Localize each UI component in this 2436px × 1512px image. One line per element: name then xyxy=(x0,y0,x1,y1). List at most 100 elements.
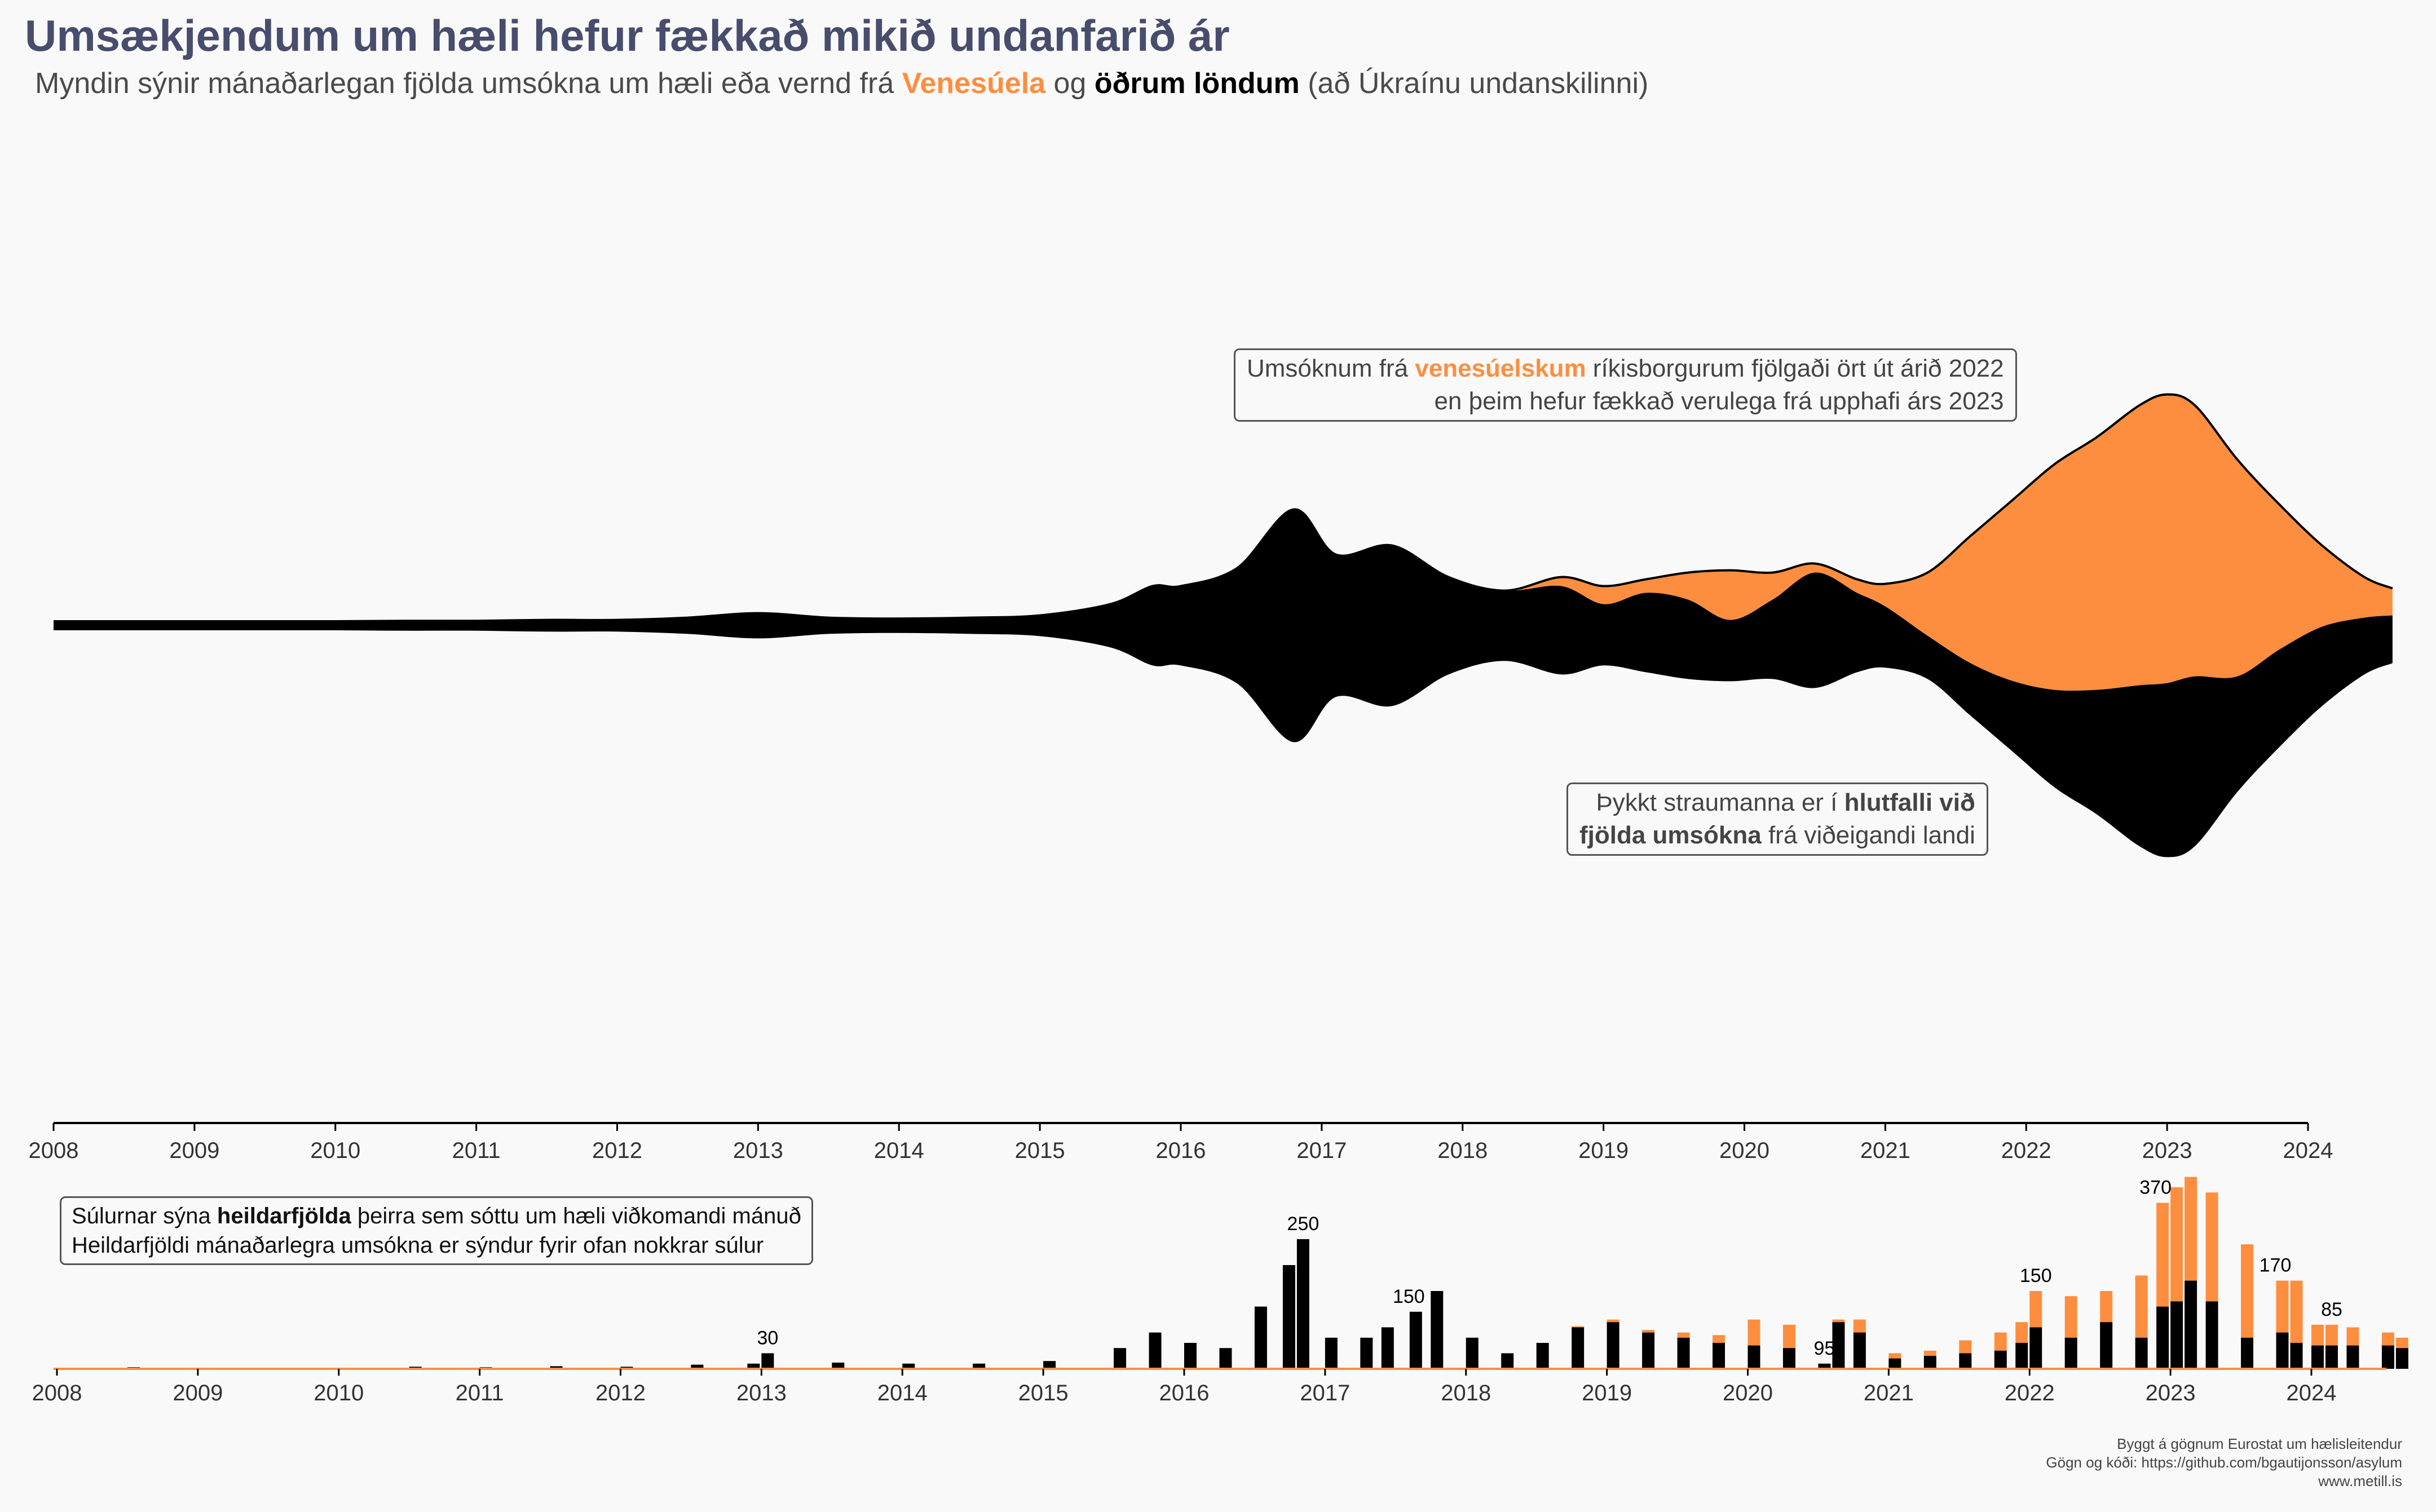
bar-others xyxy=(1501,1353,1514,1369)
bar-tick-label: 2020 xyxy=(1723,1381,1773,1405)
annotation-venezuela: Umsóknum frá venesúelskum ríkisborgurum … xyxy=(1234,348,2017,422)
streamgraph xyxy=(54,393,2393,857)
note1-prefix: Umsóknum frá xyxy=(1247,355,1415,382)
note3-line2: Heildarfjöldi mánaðarlegra umsókna er sý… xyxy=(72,1233,764,1258)
bar-others xyxy=(2276,1332,2289,1369)
bar-others xyxy=(1466,1337,1479,1369)
bar-others xyxy=(832,1362,845,1369)
bar-value-label: 85 xyxy=(2321,1299,2342,1320)
bar-venezuela xyxy=(2029,1291,2042,1328)
bar-venezuela xyxy=(1994,1332,2007,1351)
bar-others xyxy=(973,1363,986,1369)
bar-venezuela xyxy=(2135,1275,2148,1338)
stream-x-axis: 2008 2009 2010 2011 2012 2013 2014 2015 2016 2017… xyxy=(29,1122,2333,1163)
subtitle-others: öðrum löndum xyxy=(1094,67,1300,100)
bar-venezuela xyxy=(1677,1332,1690,1338)
note2-bold2: fjölda umsókna xyxy=(1579,821,1762,849)
bar-tick-label: 2011 xyxy=(456,1381,504,1405)
stream-tick-label: 2008 xyxy=(29,1138,79,1163)
stream-tick-label: 2010 xyxy=(310,1138,360,1163)
bar-others xyxy=(747,1363,760,1369)
stream-tick-label: 2013 xyxy=(733,1138,783,1163)
bar-venezuela xyxy=(1642,1330,1655,1333)
bar-others xyxy=(2029,1327,2042,1369)
stream-tick-label: 2017 xyxy=(1296,1138,1347,1163)
bar-tick-label: 2010 xyxy=(314,1381,364,1405)
bar-others xyxy=(2290,1343,2303,1369)
note3-prefix: Súlurnar sýna xyxy=(72,1204,217,1228)
bar-others xyxy=(902,1363,915,1369)
bar-venezuela xyxy=(1607,1319,1619,1323)
bar-others xyxy=(2346,1345,2359,1369)
stream-tick-label: 2022 xyxy=(2001,1138,2051,1163)
note1-highlight: venesúelskum xyxy=(1415,355,1586,382)
caption-line2: Gögn og kóði: https://github.com/bgautij… xyxy=(2046,1454,2402,1471)
bar-venezuela xyxy=(2100,1291,2113,1323)
bar-tick-label: 2009 xyxy=(173,1381,223,1405)
bar-others xyxy=(2325,1345,2338,1369)
stream-outline xyxy=(54,393,2393,623)
bar-venezuela xyxy=(2064,1296,2077,1338)
annotation-thickness: Þykkt straumanna er í hlutfalli við fjöld… xyxy=(1566,782,1988,856)
bar-others xyxy=(2100,1322,2113,1369)
bar-others xyxy=(2064,1337,2077,1369)
bar-others xyxy=(2205,1301,2218,1369)
bar-value-label: 30 xyxy=(757,1327,778,1349)
bar-tick-label: 2019 xyxy=(1582,1381,1632,1405)
bar-venezuela xyxy=(2156,1202,2169,1307)
bar-venezuela xyxy=(1572,1326,1585,1328)
bar-others xyxy=(691,1364,704,1369)
bar-others xyxy=(1381,1327,1394,1369)
bar-others xyxy=(1325,1337,1338,1369)
stream-tick-label: 2015 xyxy=(1015,1138,1065,1163)
note1-suffix: ríkisborgurum fjölgaði ört út árið 2022 xyxy=(1586,355,2004,382)
bar-venezuela xyxy=(2205,1192,2218,1302)
bar-venezuela xyxy=(2015,1322,2028,1343)
bar-venezuela xyxy=(1853,1319,1866,1333)
bar-venezuela xyxy=(1713,1335,1726,1343)
note2-suffix: frá viðeigandi landi xyxy=(1761,821,1975,849)
bar-venezuela xyxy=(1888,1353,1901,1359)
stream-tick-label: 2020 xyxy=(1719,1138,1769,1163)
stream-tick-label: 2018 xyxy=(1437,1138,1488,1163)
bar-others xyxy=(1994,1350,2007,1369)
annotation-bars: Súlurnar sýna heildarfjölda þeirra sem s… xyxy=(60,1196,813,1265)
note2-bold1: hlutfalli við xyxy=(1844,789,1975,816)
bar-venezuela xyxy=(2381,1332,2394,1346)
stream-tick-label: 2014 xyxy=(874,1138,924,1163)
caption-line3: www.metill.is xyxy=(2318,1473,2402,1489)
bar-value-label: 150 xyxy=(2020,1265,2052,1286)
bar-others xyxy=(1282,1265,1295,1369)
bar-value-label: 150 xyxy=(1393,1286,1425,1307)
bar-others xyxy=(1853,1332,1866,1369)
chart-subtitle: Myndin sýnir mánaðarlegan fjölda umsókna… xyxy=(35,67,1648,100)
bar-venezuela xyxy=(1959,1340,1972,1354)
bar-value-label: 370 xyxy=(2139,1177,2172,1199)
bar-others xyxy=(2170,1301,2183,1369)
bar-tick-label: 2023 xyxy=(2146,1381,2196,1405)
bar-others xyxy=(1782,1348,1795,1369)
bar-others xyxy=(1959,1353,1972,1369)
bar-tick-label: 2018 xyxy=(1441,1381,1491,1405)
bar-others xyxy=(1818,1363,1831,1369)
bar-others xyxy=(1747,1345,1760,1369)
note3-suffix: þeirra sem sóttu um hæli viðkomandi mánu… xyxy=(351,1204,801,1228)
bar-others xyxy=(2395,1348,2408,1369)
bar-others xyxy=(2311,1345,2324,1369)
bar-others xyxy=(1184,1343,1197,1369)
bar-value-label: 95 xyxy=(1814,1338,1835,1359)
bar-others xyxy=(1923,1356,1936,1369)
stream-tick-label: 2021 xyxy=(1860,1138,1910,1163)
bar-tick-label: 2013 xyxy=(736,1381,787,1405)
subtitle-prefix: Myndin sýnir mánaðarlegan fjölda umsókna… xyxy=(35,67,902,100)
stream-others xyxy=(54,509,2393,857)
bar-venezuela xyxy=(1747,1319,1760,1346)
bar-others xyxy=(1254,1306,1267,1369)
stream-tick-label: 2019 xyxy=(1578,1138,1629,1163)
bar-others xyxy=(1296,1239,1309,1369)
bar-tick-label: 2024 xyxy=(2287,1381,2337,1405)
bar-tick-label: 2012 xyxy=(595,1381,646,1405)
bar-others xyxy=(1713,1343,1726,1369)
bar-others xyxy=(2241,1337,2254,1369)
bar-venezuela xyxy=(2395,1337,2408,1349)
